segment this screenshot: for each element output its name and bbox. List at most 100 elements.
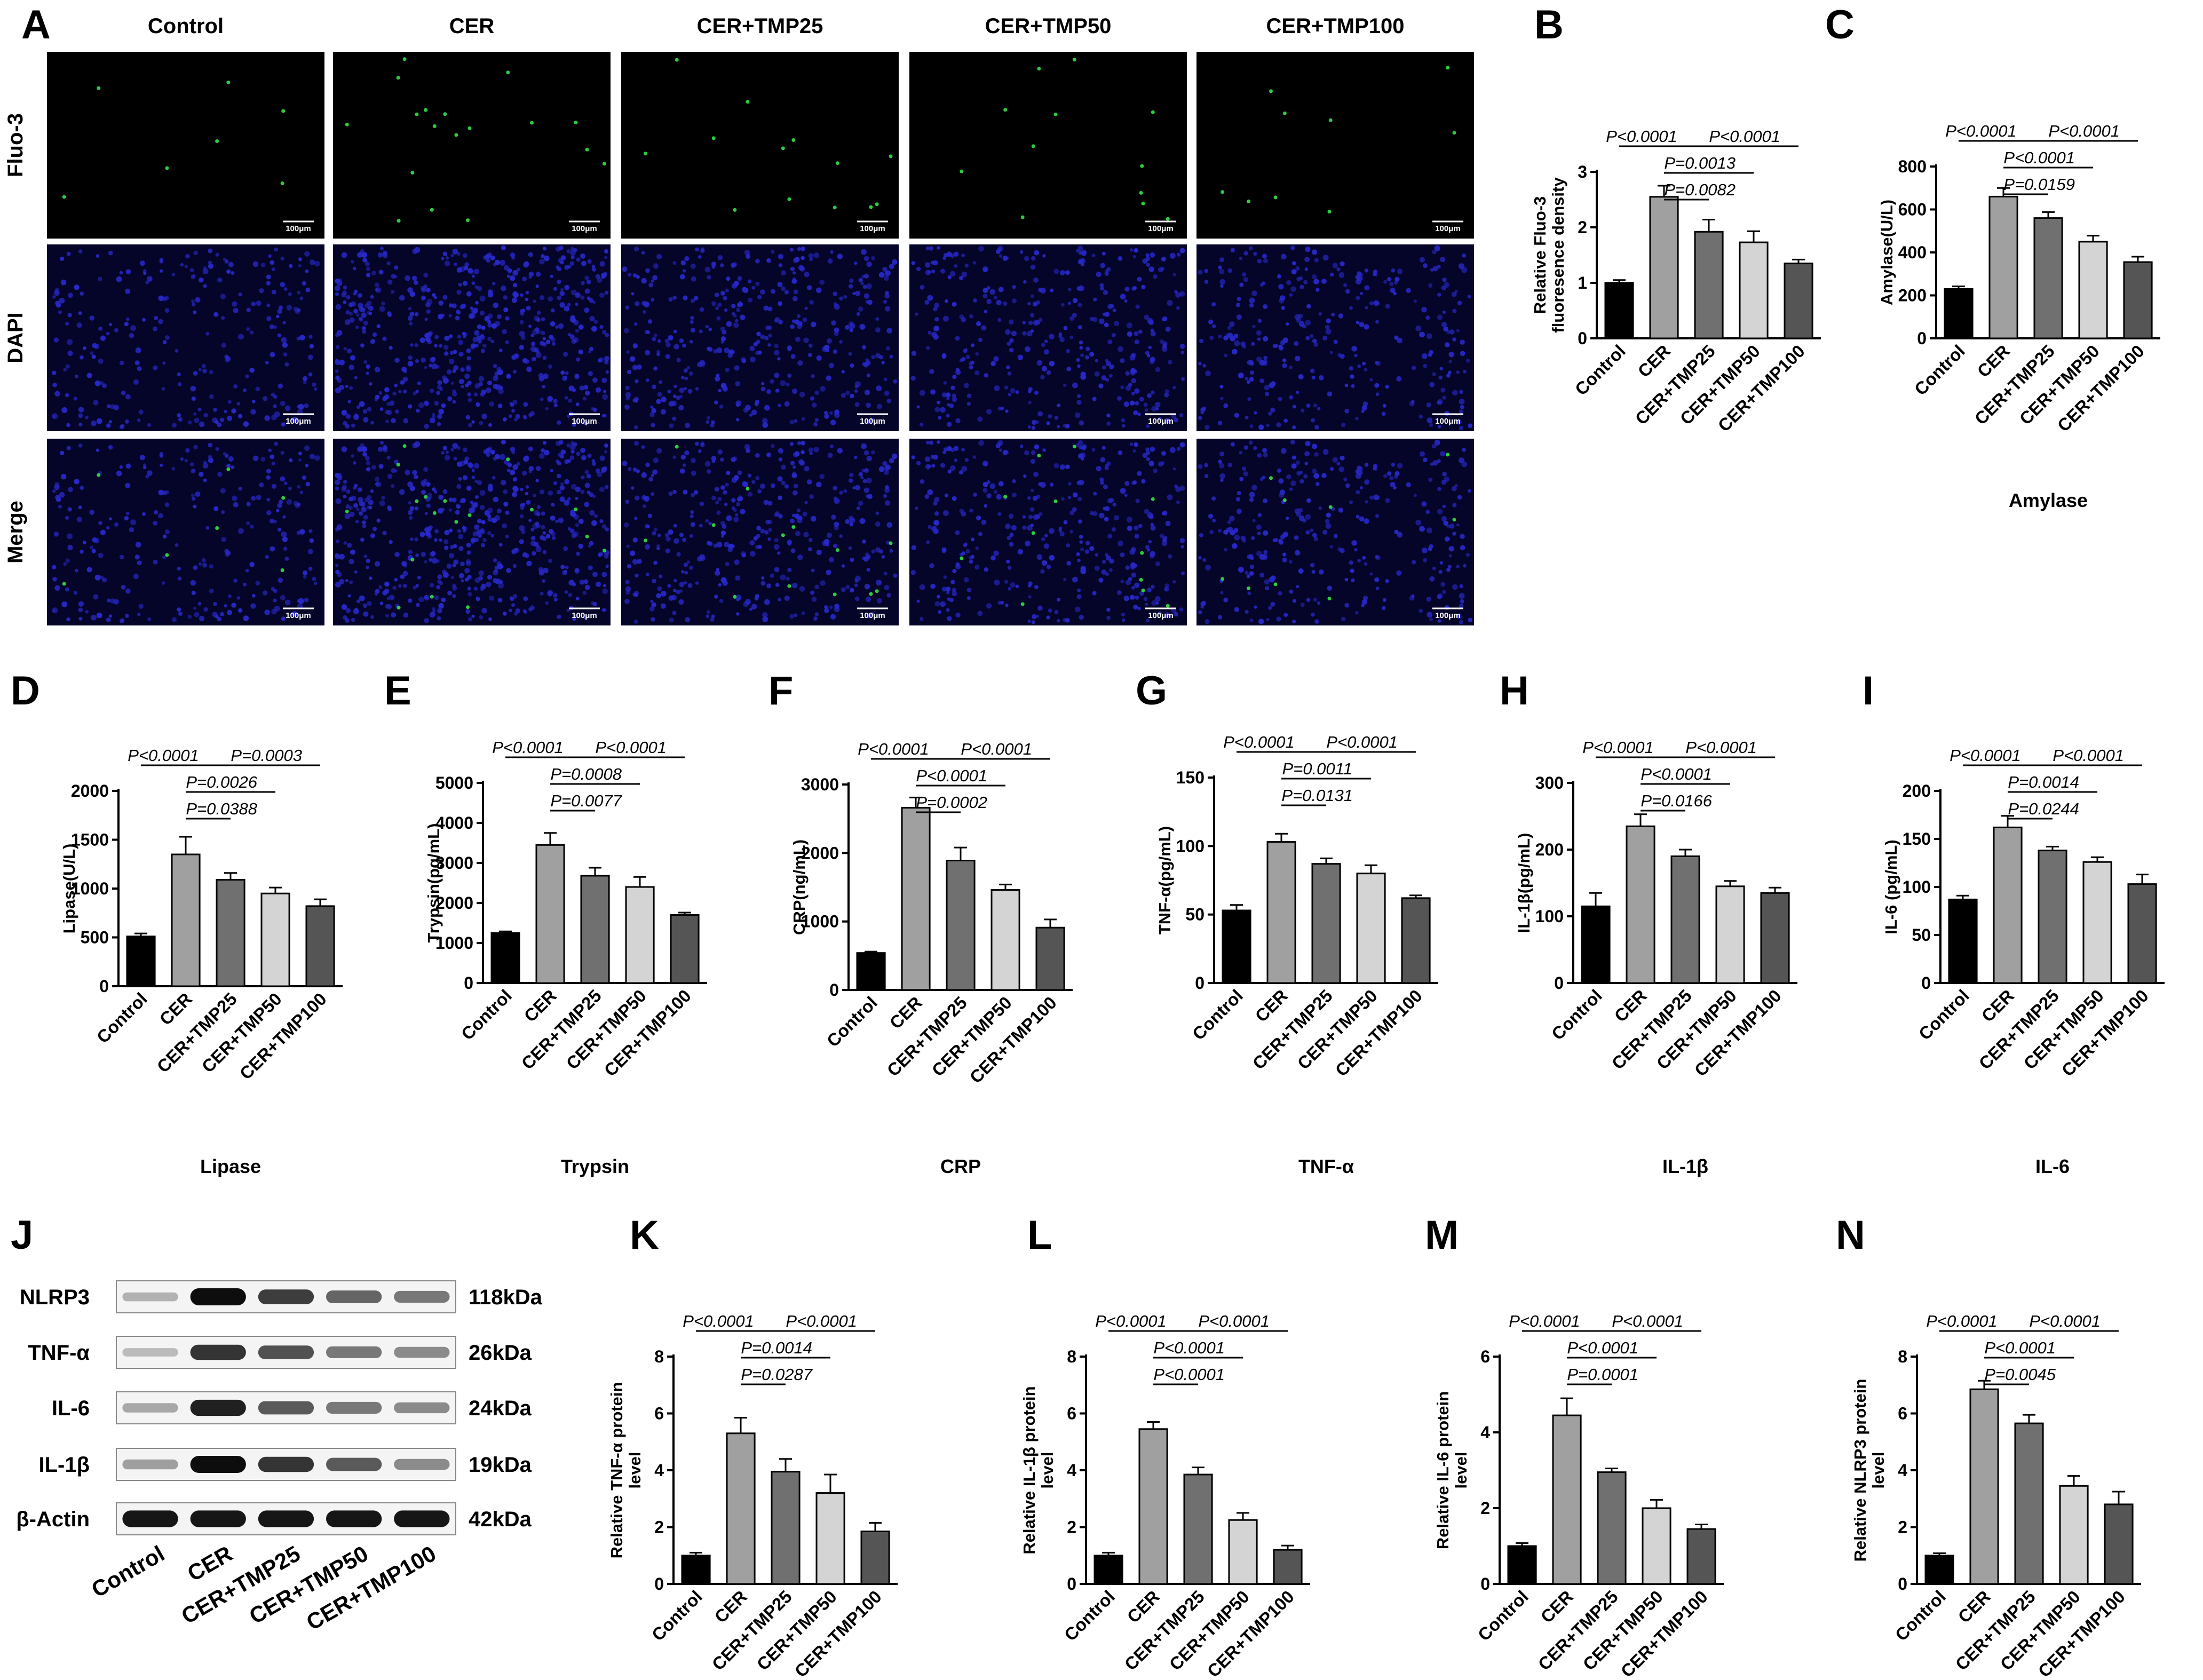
p-value-label: P<0.0001	[858, 740, 929, 758]
nucleus	[1265, 392, 1270, 397]
nucleus	[1204, 425, 1210, 430]
nucleus	[1208, 319, 1214, 324]
nucleus	[1437, 459, 1441, 463]
nucleus	[282, 321, 286, 324]
nucleus	[147, 470, 153, 476]
p-value-label: P<0.0001	[1709, 127, 1780, 146]
nucleus	[1296, 276, 1301, 282]
nucleus	[386, 261, 391, 266]
nucleus	[937, 440, 940, 444]
nucleus	[1067, 302, 1071, 305]
nucleus	[526, 305, 531, 311]
y-tick-label: 50	[1912, 925, 1931, 945]
nucleus	[180, 263, 184, 267]
nucleus	[1437, 509, 1443, 514]
nucleus	[557, 279, 561, 284]
nucleus	[1133, 369, 1138, 374]
nucleus	[809, 300, 814, 305]
nucleus	[1442, 310, 1446, 314]
nucleus	[1076, 358, 1080, 362]
nucleus	[798, 459, 804, 465]
nucleus	[604, 249, 608, 253]
p-value-label: P<0.0001	[1685, 738, 1757, 757]
nucleus	[848, 546, 852, 550]
nucleus	[76, 517, 82, 522]
nucleus	[881, 555, 885, 559]
nucleus	[584, 288, 590, 294]
nucleus	[271, 289, 276, 295]
nucleus	[1327, 585, 1333, 591]
nucleus	[707, 346, 711, 351]
nucleus	[1369, 572, 1373, 576]
nucleus	[731, 498, 736, 503]
nucleus	[476, 402, 480, 407]
nucleus	[370, 421, 375, 425]
nucleus	[468, 423, 472, 427]
nucleus	[1246, 574, 1250, 579]
nucleus	[1034, 391, 1039, 395]
nucleus	[551, 308, 555, 313]
nucleus	[1120, 358, 1125, 363]
nucleus	[276, 509, 280, 513]
nucleus	[920, 285, 925, 290]
nucleus	[934, 601, 940, 607]
nucleus	[1235, 303, 1241, 307]
nucleus	[175, 543, 179, 547]
nucleus	[351, 423, 355, 428]
nucleus	[1248, 440, 1253, 445]
nucleus	[370, 489, 374, 493]
fluo-3-signal-dot	[530, 508, 534, 512]
nucleus	[162, 361, 166, 365]
nucleus	[950, 271, 956, 277]
nucleus	[1010, 582, 1016, 588]
nucleus	[86, 373, 92, 378]
nucleus	[687, 583, 693, 588]
nucleus	[250, 525, 254, 529]
nucleus	[492, 323, 497, 329]
protein-band	[258, 1289, 314, 1304]
nucleus	[1257, 319, 1262, 323]
nucleus	[875, 317, 879, 321]
fluo-3-signal-dot	[62, 195, 66, 199]
nucleus	[110, 598, 115, 604]
column-header: CER+TMP50	[985, 14, 1112, 38]
x-tick-label: CER	[520, 986, 561, 1026]
nucleus	[114, 522, 119, 527]
fluo-3-signal-dot	[1139, 191, 1143, 195]
fluo-3-signal-dot	[506, 70, 510, 75]
nucleus	[801, 450, 805, 455]
nucleus	[525, 291, 529, 295]
nucleus	[1277, 274, 1281, 279]
p-value-label: P=0.0287	[741, 1365, 813, 1384]
nucleus	[1030, 294, 1034, 298]
nucleus	[224, 454, 229, 458]
nucleus	[961, 465, 968, 472]
micrograph-fluo-3: 100μm	[1196, 52, 1474, 239]
nucleus	[91, 354, 96, 359]
nucleus	[1085, 541, 1090, 545]
nucleus	[106, 423, 111, 428]
nucleus	[1106, 615, 1111, 620]
nucleus	[335, 333, 339, 337]
fluo-3-signal-dot	[410, 171, 415, 175]
nucleus	[471, 469, 475, 472]
nucleus	[289, 458, 293, 463]
nucleus	[233, 307, 239, 313]
nucleus	[1319, 569, 1324, 575]
nucleus	[570, 484, 577, 490]
nucleus	[911, 351, 917, 356]
nucleus	[781, 464, 786, 470]
fluo-3-signal-dot	[889, 154, 893, 159]
nucleus	[602, 588, 608, 595]
nucleus	[409, 312, 415, 316]
nucleus	[1076, 480, 1081, 485]
nucleus	[1459, 604, 1464, 608]
nucleus	[363, 611, 369, 617]
nucleus	[1227, 520, 1232, 525]
nucleus	[349, 580, 353, 584]
nucleus	[1427, 612, 1433, 618]
nucleus	[879, 355, 883, 360]
nucleus	[1302, 324, 1306, 329]
nucleus	[413, 391, 417, 395]
nucleus	[954, 446, 959, 451]
